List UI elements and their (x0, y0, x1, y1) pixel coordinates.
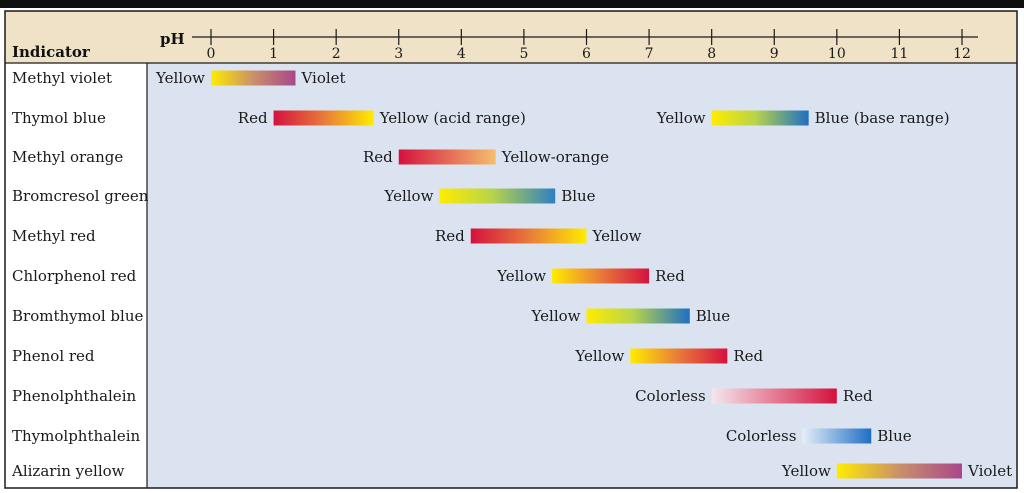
indicator-name: Methyl red (12, 227, 96, 245)
indicator-name: Thymol blue (12, 109, 106, 127)
ph-tick-label: 8 (707, 46, 716, 62)
transition-range-bar (552, 268, 650, 284)
high-ph-color-label: Blue (561, 187, 595, 205)
ph-tick-label: 9 (770, 46, 779, 62)
transition-range-bar (836, 463, 962, 479)
high-ph-color-label: Yellow (592, 227, 642, 245)
low-ph-color-label: Yellow (574, 347, 624, 365)
indicator-row: Bromthymol blue Yellow Blue (12, 307, 730, 325)
high-ph-color-label: Red (733, 347, 763, 365)
low-ph-color-label: Colorless (635, 387, 706, 405)
indicator-name: Methyl orange (12, 148, 123, 166)
ph-tick-label: 11 (891, 46, 909, 62)
transition-range-bar (273, 110, 374, 126)
ph-tick-label: 12 (953, 46, 971, 62)
indicator-name: Chlorphenol red (12, 267, 137, 285)
transition-range-bar (470, 228, 587, 244)
high-ph-color-label: Red (843, 387, 873, 405)
indicator-row: Methyl red Red Yellow (12, 227, 642, 245)
indicator-name: Alizarin yellow (11, 462, 125, 480)
transition-range-bar (439, 188, 556, 204)
transition-range-bar (630, 348, 728, 364)
indicator-name: Bromcresol green (12, 187, 149, 205)
indicator-rows: Methyl violet Yellow Violet Thymol blue Red Y… (11, 69, 1012, 480)
high-ph-color-label: Blue (base range) (815, 109, 950, 127)
ph-axis-label: pH (160, 30, 185, 48)
indicator-name: Thymolphthalein (12, 427, 141, 445)
transition-range-bar (398, 149, 496, 165)
low-ph-color-label: Colorless (726, 427, 797, 445)
indicator-row: Bromcresol green Yellow Blue (12, 187, 596, 205)
indicator-row: Thymolphthalein Colorless Blue (12, 427, 912, 445)
low-ph-color-label: Red (363, 148, 393, 166)
high-ph-color-label: Blue (877, 427, 911, 445)
ph-tick-label: 5 (519, 46, 528, 62)
low-ph-color-label: Yellow (155, 69, 205, 87)
indicator-name: Bromthymol blue (12, 307, 143, 325)
ph-tick-label: 7 (645, 46, 654, 62)
indicator-row: Phenol red Yellow Red (12, 347, 763, 365)
top-border (0, 0, 1024, 8)
transition-range-bar (711, 110, 809, 126)
indicator-column-bg (5, 63, 147, 488)
high-ph-color-label: Blue (696, 307, 730, 325)
high-ph-color-label: Violet (300, 69, 345, 87)
indicator-row: Thymol blue Red Yellow (acid range) Yellow B… (12, 109, 950, 127)
ph-tick-label: 1 (269, 46, 278, 62)
low-ph-color-label: Yellow (496, 267, 546, 285)
low-ph-color-label: Yellow (781, 462, 831, 480)
ph-tick-label: 2 (332, 46, 341, 62)
indicator-row: Methyl orange Red Yellow-orange (12, 148, 609, 166)
ph-tick-label: 4 (457, 46, 466, 62)
ph-tick-label: 6 (582, 46, 591, 62)
ph-tick-label: 10 (828, 46, 846, 62)
low-ph-color-label: Yellow (656, 109, 706, 127)
indicator-row: Phenolphthalein Colorless Red (12, 387, 873, 405)
high-ph-color-label: Violet (967, 462, 1012, 480)
indicator-row: Methyl violet Yellow Violet (12, 69, 346, 87)
high-ph-color-label: Red (655, 267, 685, 285)
low-ph-color-label: Yellow (383, 187, 433, 205)
indicator-name: Phenolphthalein (12, 387, 136, 405)
transition-range-bar (586, 308, 690, 324)
transition-range-bar (711, 388, 837, 404)
low-ph-color-label: Red (238, 109, 268, 127)
ph-axis-ticks: 0 1 2 3 4 5 6 7 8 9 10 11 12 (207, 29, 971, 62)
low-ph-color-label: Yellow (531, 307, 581, 325)
indicator-name: Phenol red (12, 347, 95, 365)
transition-range-bar (802, 428, 872, 444)
indicator-row: Alizarin yellow Yellow Violet (11, 462, 1012, 480)
low-ph-color-label: Red (435, 227, 465, 245)
indicator-name: Methyl violet (12, 69, 112, 87)
ph-tick-label: 0 (207, 46, 216, 62)
indicator-row: Chlorphenol red Yellow Red (12, 267, 685, 285)
high-ph-color-label: Yellow (acid range) (379, 109, 526, 127)
ph-tick-label: 3 (394, 46, 403, 62)
high-ph-color-label: Yellow-orange (501, 148, 609, 166)
indicator-column-header: Indicator (12, 43, 91, 61)
table-frame (4, 10, 1018, 489)
transition-range-bar (211, 70, 296, 86)
